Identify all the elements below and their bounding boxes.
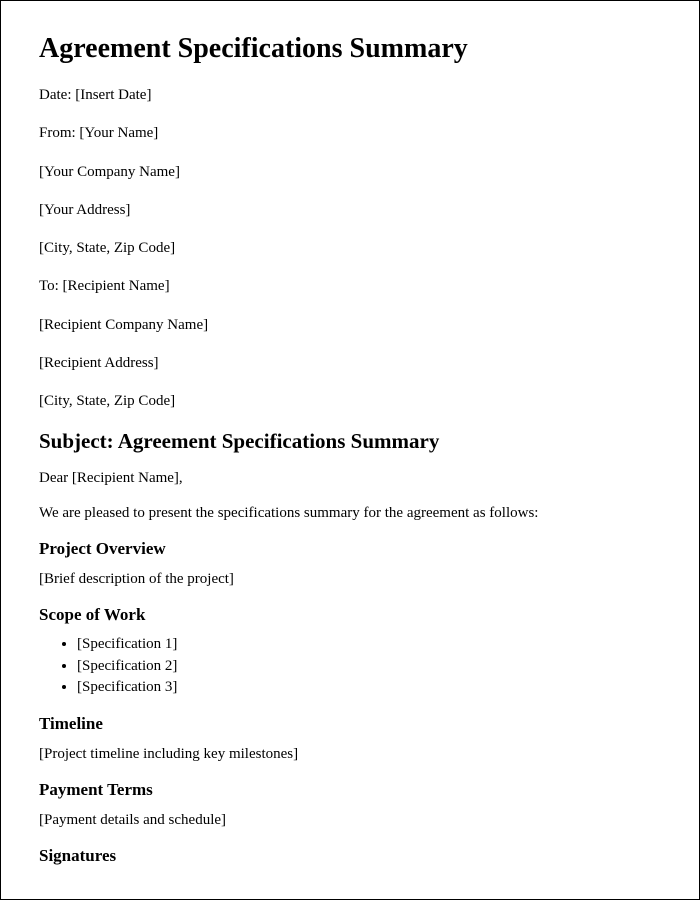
header-line-recipient-company: [Recipient Company Name] xyxy=(39,315,661,335)
scope-item: [Specification 1] xyxy=(77,635,661,655)
header-line-to: To: [Recipient Name] xyxy=(39,276,661,296)
scope-item: [Specification 3] xyxy=(77,678,661,698)
header-line-recipient-address: [Recipient Address] xyxy=(39,353,661,373)
header-line-recipient-citystate: [City, State, Zip Code] xyxy=(39,391,661,411)
payment-terms-heading: Payment Terms xyxy=(39,780,661,800)
document-page: Agreement Specifications Summary Date: [… xyxy=(0,0,700,900)
intro-paragraph: We are pleased to present the specificat… xyxy=(39,503,661,523)
document-title: Agreement Specifications Summary xyxy=(39,33,661,65)
salutation-line: Dear [Recipient Name], xyxy=(39,468,661,488)
payment-terms-body: [Payment details and schedule] xyxy=(39,810,661,830)
project-overview-heading: Project Overview xyxy=(39,539,661,559)
subject-heading: Subject: Agreement Specifications Summar… xyxy=(39,429,661,454)
scope-of-work-list: [Specification 1] [Specification 2] [Spe… xyxy=(39,635,661,698)
scope-item: [Specification 2] xyxy=(77,657,661,677)
timeline-heading: Timeline xyxy=(39,714,661,734)
header-line-address: [Your Address] xyxy=(39,200,661,220)
signatures-heading: Signatures xyxy=(39,846,661,866)
header-line-citystate: [City, State, Zip Code] xyxy=(39,238,661,258)
scope-of-work-heading: Scope of Work xyxy=(39,605,661,625)
header-line-from: From: [Your Name] xyxy=(39,123,661,143)
header-line-company: [Your Company Name] xyxy=(39,162,661,182)
timeline-body: [Project timeline including key mileston… xyxy=(39,744,661,764)
header-line-date: Date: [Insert Date] xyxy=(39,85,661,105)
project-overview-body: [Brief description of the project] xyxy=(39,569,661,589)
